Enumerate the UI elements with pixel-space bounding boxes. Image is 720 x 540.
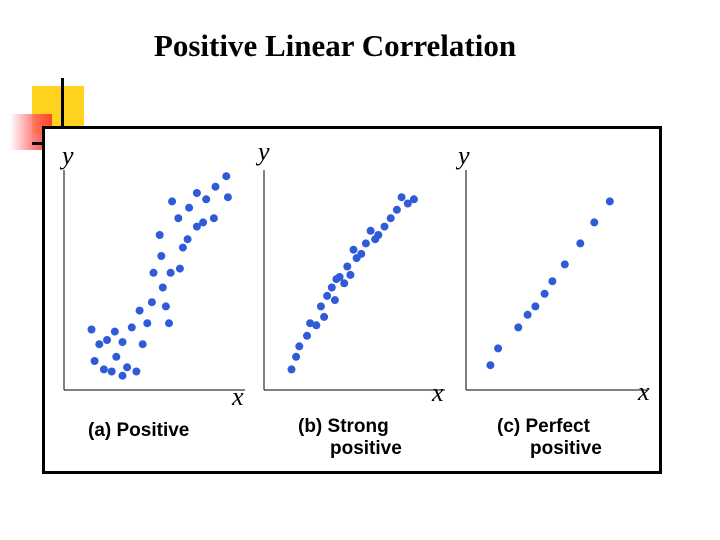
panel-c-point-0 [486, 361, 495, 370]
chart-frame [42, 126, 662, 474]
panel-a-point-16 [147, 298, 156, 307]
panel-b-point-28 [332, 275, 341, 284]
panel-b-point-3 [303, 331, 311, 340]
panel-c-title: (c) Perfect positive [497, 416, 602, 459]
panel-a-point-22 [157, 252, 166, 260]
panel-a-point-32 [202, 195, 211, 204]
panel-c-title-line2: positive [530, 438, 602, 459]
panel-c-point-1 [494, 344, 503, 353]
panel-b-title-line2: positive [330, 438, 402, 459]
panel-b-point-20 [380, 222, 389, 231]
panel-a-point-33 [211, 182, 220, 191]
panel-a-point-17 [149, 268, 158, 277]
panel-a-point-13 [138, 340, 147, 349]
panel-c-point-4 [531, 302, 540, 311]
decor-vertical-line [61, 78, 64, 158]
panel-a-point-2 [103, 336, 111, 344]
panel-a-point-36 [168, 197, 177, 206]
panel-a-point-14 [143, 319, 152, 328]
panel-b-point-25 [409, 195, 418, 204]
panel-b-point-10 [330, 296, 339, 305]
panel-a-title: (a) Positive [88, 420, 189, 441]
panel-b-point-22 [392, 205, 401, 214]
panel-a-point-18 [158, 283, 167, 292]
panel-c-points [486, 197, 614, 370]
panel-a-point-35 [223, 193, 232, 202]
panel-a-point-27 [183, 235, 192, 244]
panel-a-point-6 [112, 352, 121, 361]
panel-a-point-37 [192, 189, 201, 197]
panel-c-point-5 [540, 289, 549, 298]
panel-b-y-label: y [255, 137, 270, 166]
panel-a-point-25 [155, 231, 164, 239]
panel-a-y-label: y [59, 141, 74, 170]
panel-a-point-15 [135, 306, 144, 315]
panel-a-point-8 [123, 363, 132, 372]
panel-c-point-10 [605, 197, 614, 206]
panel-a-point-11 [118, 371, 127, 380]
panel-b-point-23 [397, 193, 406, 202]
panel-b-point-2 [295, 342, 304, 351]
panel-b-point-5 [312, 321, 321, 330]
panel-a-point-9 [107, 367, 116, 376]
panel-b-title-line1: (b) Strong [298, 416, 389, 437]
panel-b-point-26 [349, 245, 358, 254]
panel-a-point-31 [209, 214, 218, 223]
panel-b-point-16 [357, 249, 366, 258]
panel-a-point-10 [127, 323, 136, 332]
panel-b-point-7 [320, 312, 329, 321]
panel-c-y-label: y [455, 141, 470, 170]
panel-b-point-17 [361, 239, 370, 248]
panel-c-title-line1: (c) Perfect [497, 416, 591, 437]
panel-b-point-14 [346, 270, 355, 279]
panel-c-point-7 [560, 260, 569, 269]
panel-b-point-21 [386, 214, 395, 223]
panel-c-point-2 [514, 323, 523, 332]
panel-a-point-29 [185, 203, 194, 212]
panel-b-point-27 [371, 235, 380, 244]
panel-a-point-7 [118, 338, 127, 347]
panel-a-points [87, 172, 232, 380]
panel-a-point-23 [175, 264, 184, 273]
panel-b-point-0 [287, 365, 296, 374]
panel-a-point-0 [87, 325, 96, 334]
panel-b-point-1 [292, 352, 301, 361]
panel-b-points [287, 193, 418, 374]
panel-a-point-20 [165, 319, 173, 328]
panel-a-point-5 [99, 365, 108, 374]
panel-b-point-9 [327, 283, 336, 292]
panel-a-x-label: x [231, 382, 244, 411]
panel-b-point-24 [403, 199, 412, 208]
panel-a-point-24 [178, 243, 187, 252]
panel-a-point-34 [222, 172, 231, 181]
panel-a-point-3 [110, 327, 119, 336]
panel-c-point-9 [590, 218, 599, 227]
panel-b-point-18 [366, 226, 375, 235]
panel-a-point-12 [132, 367, 141, 376]
panel-a-point-28 [192, 222, 201, 231]
panel-a-point-21 [166, 268, 175, 277]
panel-b-point-8 [323, 291, 332, 300]
panel-a-point-1 [95, 340, 104, 349]
panel-b-point-4 [306, 319, 315, 328]
panel-b-title: (b) Strong positive [298, 416, 402, 459]
panel-c: y x (c) Perfect positive [455, 141, 650, 459]
panel-a-point-26 [174, 214, 183, 223]
panel-c-point-8 [576, 239, 585, 248]
panel-a: y x (a) Positive [59, 141, 245, 441]
panel-a-point-30 [199, 218, 208, 227]
slide-title: Positive Linear Correlation [153, 28, 517, 63]
panel-a-point-19 [161, 302, 170, 311]
panel-b-x-label: x [431, 378, 444, 407]
panel-b-point-13 [343, 262, 352, 271]
panel-c-point-3 [523, 310, 532, 319]
panel-b-point-12 [340, 279, 349, 288]
panel-c-x-label: x [637, 377, 650, 406]
panel-b: y x (b) Strong positive [255, 137, 445, 459]
panel-c-point-6 [548, 277, 557, 286]
panel-b-point-6 [316, 302, 325, 311]
panel-a-point-4 [90, 357, 99, 365]
